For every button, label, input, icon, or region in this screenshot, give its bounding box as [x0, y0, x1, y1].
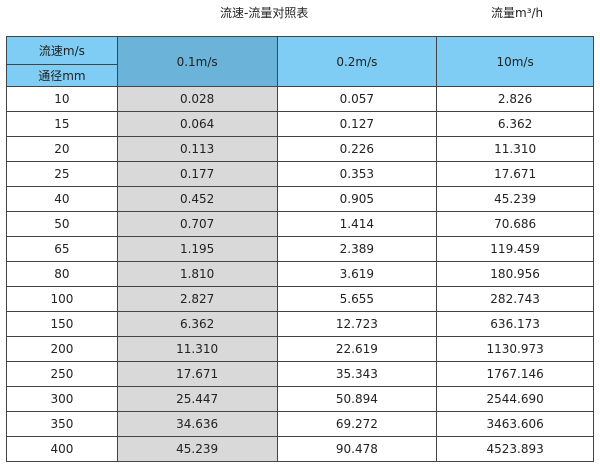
table-row: 20 0.113 0.226 11.310 [6, 136, 594, 162]
table-row: 25 0.177 0.353 17.671 [6, 161, 594, 187]
flow-table: 流速m/s 0.1m/s 0.2m/s 10m/s 通径mm 10 0.028 0.… [6, 36, 594, 462]
diameter-cell: 15 [6, 111, 118, 137]
flow-cell: 2544.690 [436, 386, 594, 412]
flow-cell: 0.113 [116, 136, 278, 162]
flow-cell: 11.310 [116, 336, 278, 362]
diameter-cell: 400 [6, 436, 118, 462]
table-row: 400 45.239 90.478 4523.893 [6, 436, 594, 462]
table-row: 250 17.671 35.343 1767.146 [6, 361, 594, 387]
diameter-cell: 25 [6, 161, 118, 187]
diameter-cell: 10 [6, 86, 118, 112]
col-header-2: 10m/s [436, 36, 594, 87]
flow-cell: 22.619 [276, 336, 438, 362]
flow-cell: 1.414 [276, 211, 438, 237]
flow-cell: 0.905 [276, 186, 438, 212]
table-row: 200 11.310 22.619 1130.973 [6, 336, 594, 362]
table-title: 流速-流量对照表 [220, 6, 309, 20]
diameter-cell: 200 [6, 336, 118, 362]
flow-cell: 1130.973 [436, 336, 594, 362]
flow-cell: 0.707 [116, 211, 278, 237]
diameter-cell: 20 [6, 136, 118, 162]
flow-cell: 5.655 [276, 286, 438, 312]
diameter-cell: 350 [6, 411, 118, 437]
flow-cell: 45.239 [436, 186, 594, 212]
table-row: 15 0.064 0.127 6.362 [6, 111, 594, 137]
diameter-cell: 100 [6, 286, 118, 312]
flow-cell: 0.057 [276, 86, 438, 112]
flow-cell: 0.353 [276, 161, 438, 187]
table-row: 350 34.636 69.272 3463.606 [6, 411, 594, 437]
flow-cell: 11.310 [436, 136, 594, 162]
diameter-cell: 65 [6, 236, 118, 262]
flow-cell: 35.343 [276, 361, 438, 387]
flow-cell: 3463.606 [436, 411, 594, 437]
flow-cell: 6.362 [116, 311, 278, 337]
col-header-0: 0.1m/s [116, 36, 278, 87]
flow-cell: 0.177 [116, 161, 278, 187]
flow-cell: 2.826 [436, 86, 594, 112]
flow-cell: 70.686 [436, 211, 594, 237]
flow-cell: 0.127 [276, 111, 438, 137]
table-row: 100 2.827 5.655 282.743 [6, 286, 594, 312]
flow-cell: 12.723 [276, 311, 438, 337]
flow-cell: 50.894 [276, 386, 438, 412]
flow-cell: 4523.893 [436, 436, 594, 462]
flow-cell: 17.671 [116, 361, 278, 387]
flow-cell: 1.810 [116, 261, 278, 287]
table-row: 50 0.707 1.414 70.686 [6, 211, 594, 237]
diameter-header: 通径mm [6, 64, 118, 87]
flow-cell: 45.239 [116, 436, 278, 462]
diameter-cell: 80 [6, 261, 118, 287]
flow-cell: 90.478 [276, 436, 438, 462]
flow-cell: 282.743 [436, 286, 594, 312]
flow-cell: 2.827 [116, 286, 278, 312]
diameter-cell: 300 [6, 386, 118, 412]
diameter-cell: 40 [6, 186, 118, 212]
flow-cell: 0.452 [116, 186, 278, 212]
flow-cell: 636.173 [436, 311, 594, 337]
flow-cell: 0.028 [116, 86, 278, 112]
flow-cell: 0.226 [276, 136, 438, 162]
diameter-cell: 50 [6, 211, 118, 237]
flow-cell: 1767.146 [436, 361, 594, 387]
table-row: 150 6.362 12.723 636.173 [6, 311, 594, 337]
table-row: 80 1.810 3.619 180.956 [6, 261, 594, 287]
diameter-cell: 150 [6, 311, 118, 337]
flow-cell: 2.389 [276, 236, 438, 262]
flow-cell: 0.064 [116, 111, 278, 137]
col-header-1: 0.2m/s [276, 36, 438, 87]
flow-cell: 3.619 [276, 261, 438, 287]
table-row: 300 25.447 50.894 2544.690 [6, 386, 594, 412]
speed-header: 流速m/s [6, 36, 118, 65]
flow-cell: 25.447 [116, 386, 278, 412]
flow-cell: 6.362 [436, 111, 594, 137]
flow-cell: 34.636 [116, 411, 278, 437]
diameter-cell: 250 [6, 361, 118, 387]
flow-cell: 17.671 [436, 161, 594, 187]
flow-cell: 1.195 [116, 236, 278, 262]
unit-label: 流量m³/h [491, 6, 544, 20]
flow-cell: 69.272 [276, 411, 438, 437]
table-row: 10 0.028 0.057 2.826 [6, 86, 594, 112]
flow-cell: 119.459 [436, 236, 594, 262]
table-row: 40 0.452 0.905 45.239 [6, 186, 594, 212]
table-row: 65 1.195 2.389 119.459 [6, 236, 594, 262]
flow-cell: 180.956 [436, 261, 594, 287]
